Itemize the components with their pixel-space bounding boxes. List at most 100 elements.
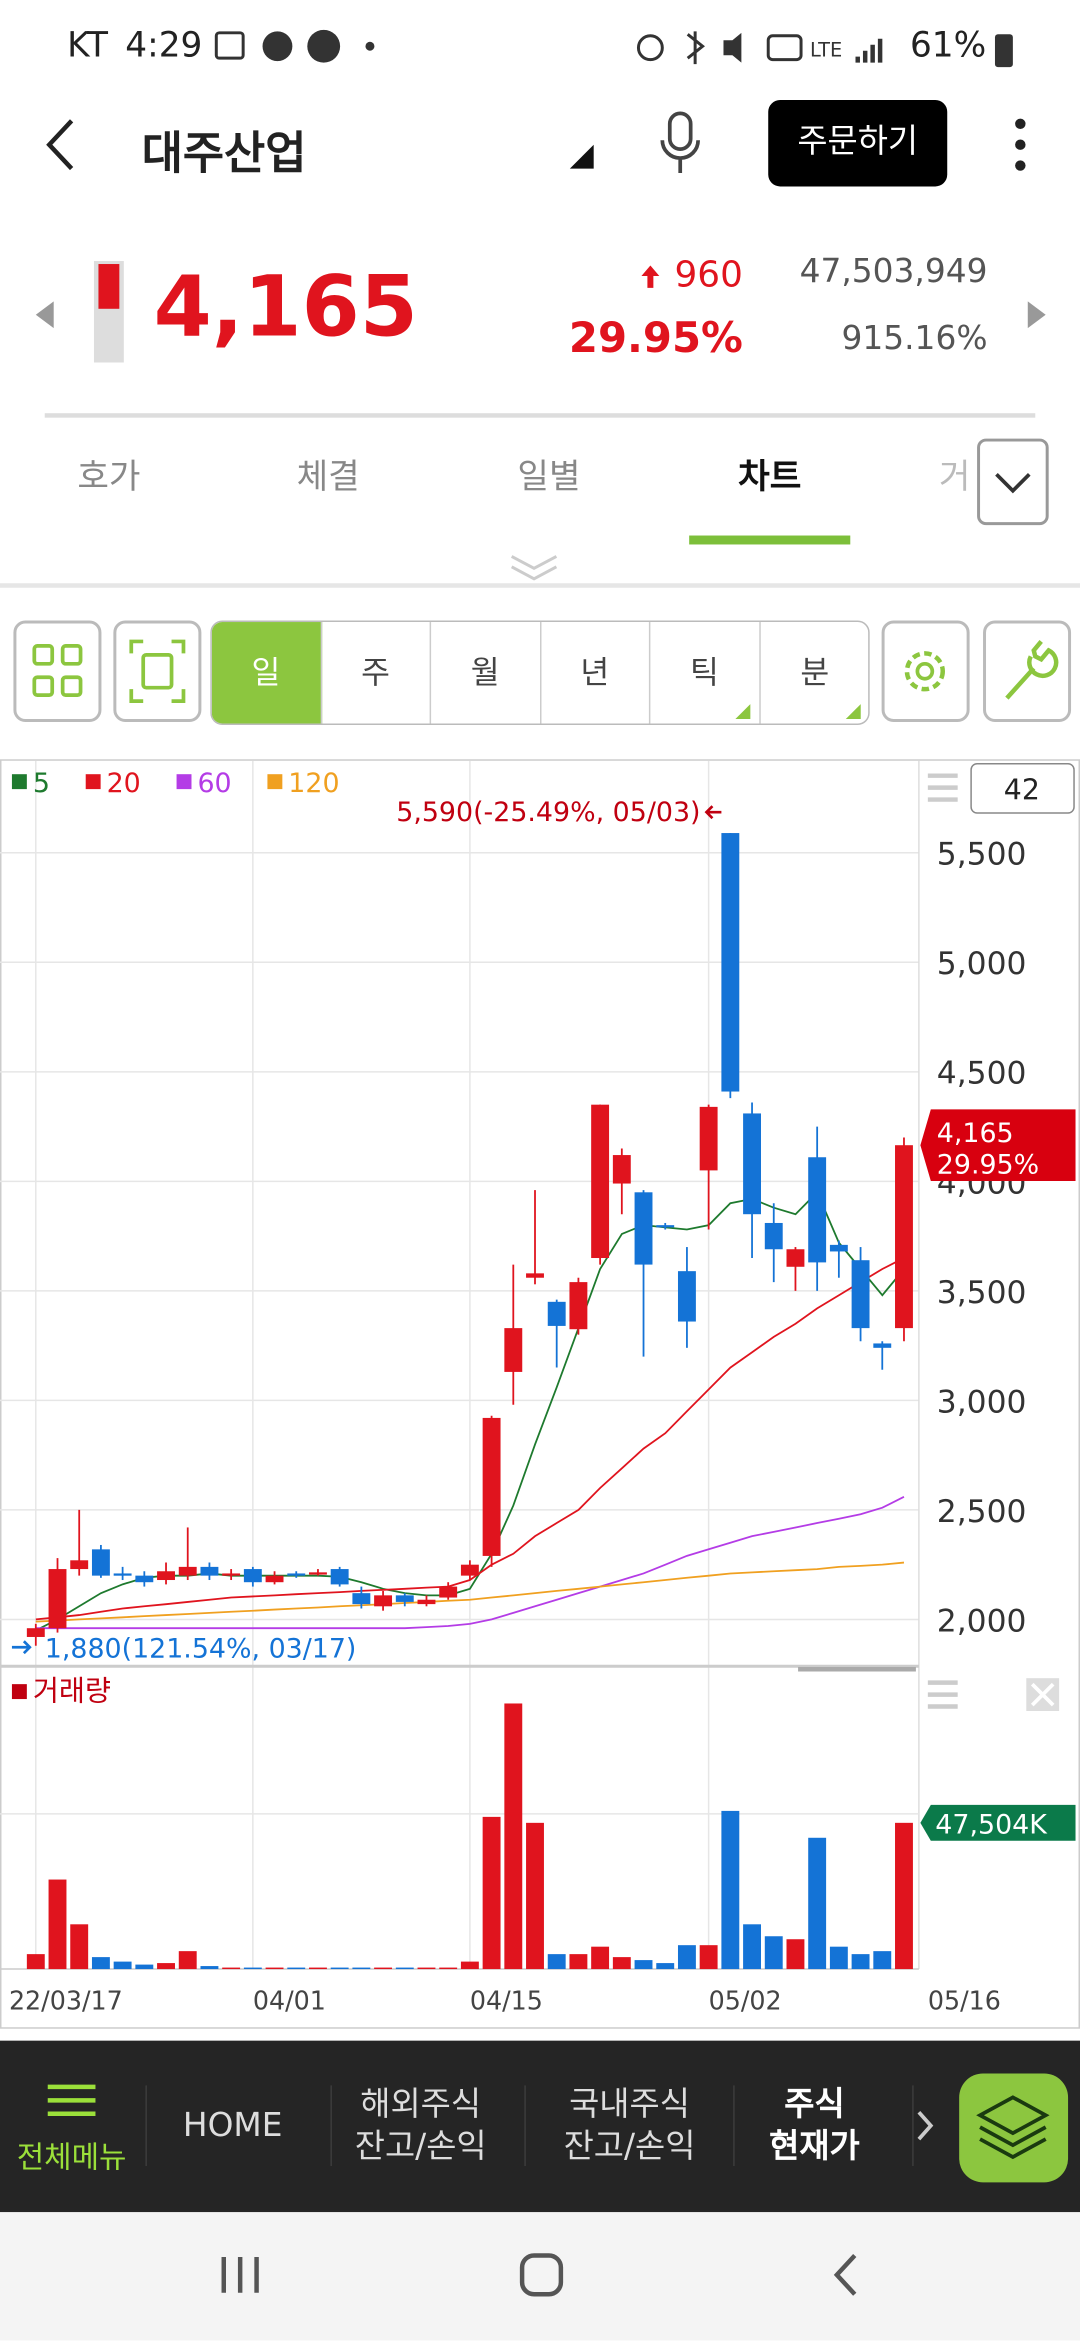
period[interactable]: 년 [541, 622, 651, 724]
nav-separators [145, 2085, 934, 2166]
candle-body [395, 1595, 414, 1602]
period[interactable]: 일 [211, 622, 322, 724]
legend-label: 20 [107, 768, 141, 799]
volume-bar [309, 1967, 327, 1970]
fullscreen-button[interactable] [113, 620, 202, 722]
stock-name[interactable]: 대주산업 [141, 128, 307, 181]
period-selector: 일 주 월 년 틱 분 [210, 620, 870, 725]
tab[interactable]: 체결 [296, 457, 360, 497]
tab[interactable]: 호가 [77, 457, 141, 497]
volume-bar [764, 1936, 783, 1970]
volume-bar [895, 1822, 913, 1970]
more-menu[interactable] [1008, 116, 1032, 176]
y-tick-label: 5,500 [937, 837, 1027, 873]
volume-bar [591, 1946, 610, 1970]
candle-body [91, 1549, 110, 1576]
volume-swatch [11, 1684, 27, 1700]
candle-body [374, 1595, 393, 1607]
volume-last-label: 47,504K [935, 1809, 1048, 1840]
volume-bar [70, 1924, 89, 1970]
y-tick-label: 5,000 [937, 946, 1027, 982]
candle-body [265, 1575, 284, 1583]
legend-label: 120 [288, 768, 339, 799]
volume-bar [743, 1924, 761, 1970]
status-icons-right: LTE [636, 31, 883, 65]
volume-bar [634, 1960, 653, 1970]
candle-body [222, 1573, 241, 1576]
tab-active[interactable]: 차트 [738, 457, 802, 497]
volume-bar [135, 1964, 154, 1970]
candle-body [26, 1628, 45, 1637]
candle-body [612, 1155, 631, 1184]
order-button[interactable]: 주문하기 [768, 99, 948, 187]
volume-bar [200, 1966, 219, 1970]
all-menu[interactable]: 전체메뉴 [16, 2139, 127, 2175]
stock-dropdown[interactable] [567, 142, 597, 172]
volume-bar [873, 1951, 892, 1970]
volume-bar [656, 1963, 675, 1970]
volume-bar [91, 1957, 110, 1970]
period[interactable]: 월 [431, 622, 541, 724]
candle-body [352, 1593, 371, 1605]
period[interactable]: 분 [800, 654, 830, 691]
tab[interactable]: 거 [938, 457, 971, 497]
current-change-label: 29.95% [937, 1150, 1039, 1181]
legend-swatch [176, 774, 192, 790]
candle-body [243, 1569, 262, 1583]
back-button[interactable] [42, 116, 81, 173]
nav-item[interactable]: HOME [183, 2041, 283, 2213]
battery-icon [994, 34, 1013, 68]
system-buttons [221, 2253, 857, 2297]
period[interactable]: 주 [321, 622, 432, 724]
corner-mark [735, 704, 751, 720]
nav-label: 국내주식 [569, 2086, 690, 2124]
panel-menu-icon [927, 773, 958, 802]
layout-button[interactable] [13, 620, 102, 722]
candle-body [699, 1106, 718, 1171]
legend-label: 5 [33, 768, 50, 799]
volume-bar [48, 1879, 67, 1970]
volume-bar [243, 1967, 262, 1970]
candle-body [634, 1192, 653, 1265]
candle-body [70, 1560, 89, 1570]
volume-title: 거래량 [33, 1675, 111, 1708]
volume-bar [677, 1945, 696, 1970]
battery-level: 61% [909, 26, 987, 66]
period[interactable]: 틱 [650, 622, 761, 724]
moving-average [35, 1495, 905, 1630]
candle-body [829, 1244, 848, 1252]
chart-frame [0, 759, 1080, 2029]
nav-label: 현재가 [769, 2127, 860, 2166]
candle-body [547, 1301, 566, 1326]
candle-body [764, 1222, 783, 1250]
collapse-handle[interactable] [507, 552, 561, 582]
clock: 4:29 [125, 26, 203, 66]
wrench-icon [1005, 640, 1059, 700]
volume-bar [417, 1967, 436, 1970]
gear-icon [904, 651, 945, 692]
volume-bar [330, 1967, 349, 1970]
layers-icon [976, 2095, 1050, 2160]
x-tick-label: 04/15 [470, 1985, 543, 2015]
settings-button[interactable] [881, 620, 970, 722]
voice-search[interactable] [656, 110, 704, 176]
y-tick-label: 3,500 [937, 1275, 1027, 1311]
candle-body [526, 1273, 544, 1278]
tools-button[interactable] [983, 620, 1072, 722]
nav-item[interactable]: 해외주식 잔고/손익 [355, 2041, 487, 2213]
nav-item-active[interactable]: 주식 현재가 [769, 2041, 860, 2213]
quick-menu[interactable] [959, 2073, 1069, 2183]
nav-item[interactable]: 국내주식 잔고/손익 [564, 2041, 696, 2213]
tab[interactable]: 일별 [517, 457, 581, 497]
nav-label: 주식 [784, 2086, 845, 2124]
volume-bar [113, 1961, 132, 1970]
panel-close-x [1030, 1682, 1055, 1707]
tab-dropdown[interactable] [977, 438, 1049, 526]
current-price: 4,165 [153, 259, 418, 357]
candle-body [460, 1564, 479, 1576]
moving-average [35, 1561, 905, 1623]
candle-body [482, 1417, 501, 1556]
volume-bar [157, 1963, 175, 1970]
volume-bar [808, 1837, 827, 1970]
